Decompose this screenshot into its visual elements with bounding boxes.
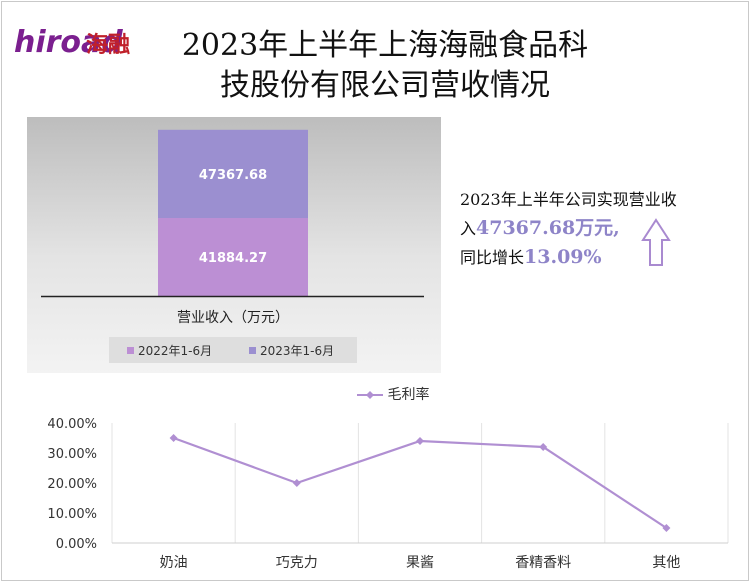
- legend-line-marker-icon: [357, 391, 383, 399]
- bar-segment-1: [158, 218, 308, 296]
- gross-margin-line: [173, 436, 668, 529]
- legend-label: 毛利率: [387, 387, 430, 403]
- line-chart-legend: 毛利率: [357, 384, 429, 404]
- x-tick-label: 其他: [652, 555, 680, 571]
- bar-legend-label-2: 2023年1-6月: [260, 344, 334, 358]
- title-line-2: 技股份有限公司营收情况: [220, 68, 550, 103]
- revenue-bar-chart: 41884.27 47367.68 营业收入（万元） 2022年1-6月 2023年1-…: [41, 129, 424, 363]
- bar-legend-label-1: 2022年1-6月: [138, 344, 212, 358]
- summary-growth-label: 同比增长: [460, 248, 525, 267]
- data-point-marker: [416, 437, 424, 445]
- x-tick-label: 香精香料: [515, 555, 571, 571]
- summary-revenue: 47367.68万元,: [476, 217, 620, 239]
- up-arrow-icon: [641, 218, 671, 266]
- summary-line-3: 同比增长13.09%: [460, 243, 730, 272]
- data-point-marker: [292, 479, 301, 487]
- revenue-summary: 2023年上半年公司实现营业收 入47367.68万元, 同比增长13.09%: [460, 186, 730, 272]
- bar-legend-swatch-1: [127, 347, 134, 354]
- y-tick-label: 20.00%: [47, 477, 97, 492]
- bar-legend-swatch-2: [249, 347, 256, 354]
- bar-category-label: 营业收入（万元）: [177, 310, 289, 326]
- summary-line-1: 2023年上半年公司实现营业收: [460, 190, 677, 209]
- data-point-marker: [169, 434, 178, 442]
- bar-segment-2: [158, 129, 308, 218]
- y-tick-label: 40.00%: [47, 417, 97, 432]
- y-tick-label: 10.00%: [47, 507, 97, 522]
- summary-prefix: 入: [460, 219, 477, 238]
- title-line-1: 2023年上半年上海海融食品科: [181, 28, 589, 63]
- svg-text:海融: 海融: [86, 32, 130, 58]
- company-logo: hiroad 海融: [14, 25, 130, 60]
- svg-text:hiroad: hiroad: [14, 25, 123, 60]
- data-point-marker: [539, 443, 548, 451]
- summary-growth-value: 13.09%: [524, 246, 602, 268]
- page-title: 2023年上半年上海海融食品科 技股份有限公司营收情况: [130, 26, 640, 106]
- bar-data-label-1: 41884.27: [199, 251, 267, 266]
- x-tick-label: 奶油: [160, 555, 188, 571]
- x-tick-label: 巧克力: [276, 555, 318, 571]
- x-tick-label: 果酱: [406, 555, 434, 571]
- bar-legend-box: [109, 337, 357, 363]
- y-tick-label: 0.00%: [56, 537, 97, 552]
- summary-line-2: 入47367.68万元,: [460, 214, 730, 243]
- bar-data-label-2: 47367.68: [199, 168, 267, 183]
- data-point-marker: [662, 524, 671, 532]
- revenue-bar-chart-panel: 41884.27 47367.68 营业收入（万元） 2022年1-6月 2023年1-…: [27, 117, 441, 373]
- y-tick-label: 30.00%: [47, 447, 97, 462]
